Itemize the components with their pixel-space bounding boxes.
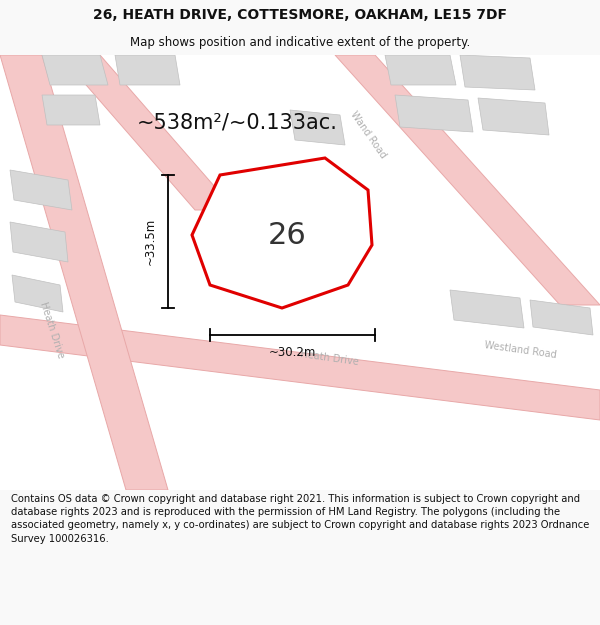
Polygon shape bbox=[0, 55, 168, 490]
Text: 26: 26 bbox=[268, 221, 307, 249]
Polygon shape bbox=[60, 55, 235, 210]
Polygon shape bbox=[192, 158, 372, 308]
Polygon shape bbox=[10, 222, 68, 262]
Text: Contains OS data © Crown copyright and database right 2021. This information is : Contains OS data © Crown copyright and d… bbox=[11, 494, 589, 544]
Text: Wand Road: Wand Road bbox=[348, 109, 388, 161]
Polygon shape bbox=[42, 95, 100, 125]
Text: Heath Drive: Heath Drive bbox=[300, 349, 360, 367]
Polygon shape bbox=[385, 55, 456, 85]
Polygon shape bbox=[395, 95, 473, 132]
Polygon shape bbox=[290, 110, 345, 145]
Text: ~33.5m: ~33.5m bbox=[143, 218, 157, 265]
Text: Heath Drive: Heath Drive bbox=[38, 301, 66, 359]
Polygon shape bbox=[115, 55, 180, 85]
Polygon shape bbox=[530, 300, 593, 335]
Text: Westland Road: Westland Road bbox=[483, 340, 557, 360]
Text: ~538m²/~0.133ac.: ~538m²/~0.133ac. bbox=[137, 112, 337, 132]
Polygon shape bbox=[12, 275, 63, 312]
Polygon shape bbox=[450, 290, 524, 328]
Polygon shape bbox=[0, 315, 600, 420]
Polygon shape bbox=[42, 55, 108, 85]
Text: 26, HEATH DRIVE, COTTESMORE, OAKHAM, LE15 7DF: 26, HEATH DRIVE, COTTESMORE, OAKHAM, LE1… bbox=[93, 8, 507, 22]
Polygon shape bbox=[335, 55, 600, 305]
Polygon shape bbox=[10, 170, 72, 210]
Text: Map shows position and indicative extent of the property.: Map shows position and indicative extent… bbox=[130, 36, 470, 49]
Polygon shape bbox=[478, 98, 549, 135]
Polygon shape bbox=[460, 55, 535, 90]
Text: ~30.2m: ~30.2m bbox=[269, 346, 316, 359]
